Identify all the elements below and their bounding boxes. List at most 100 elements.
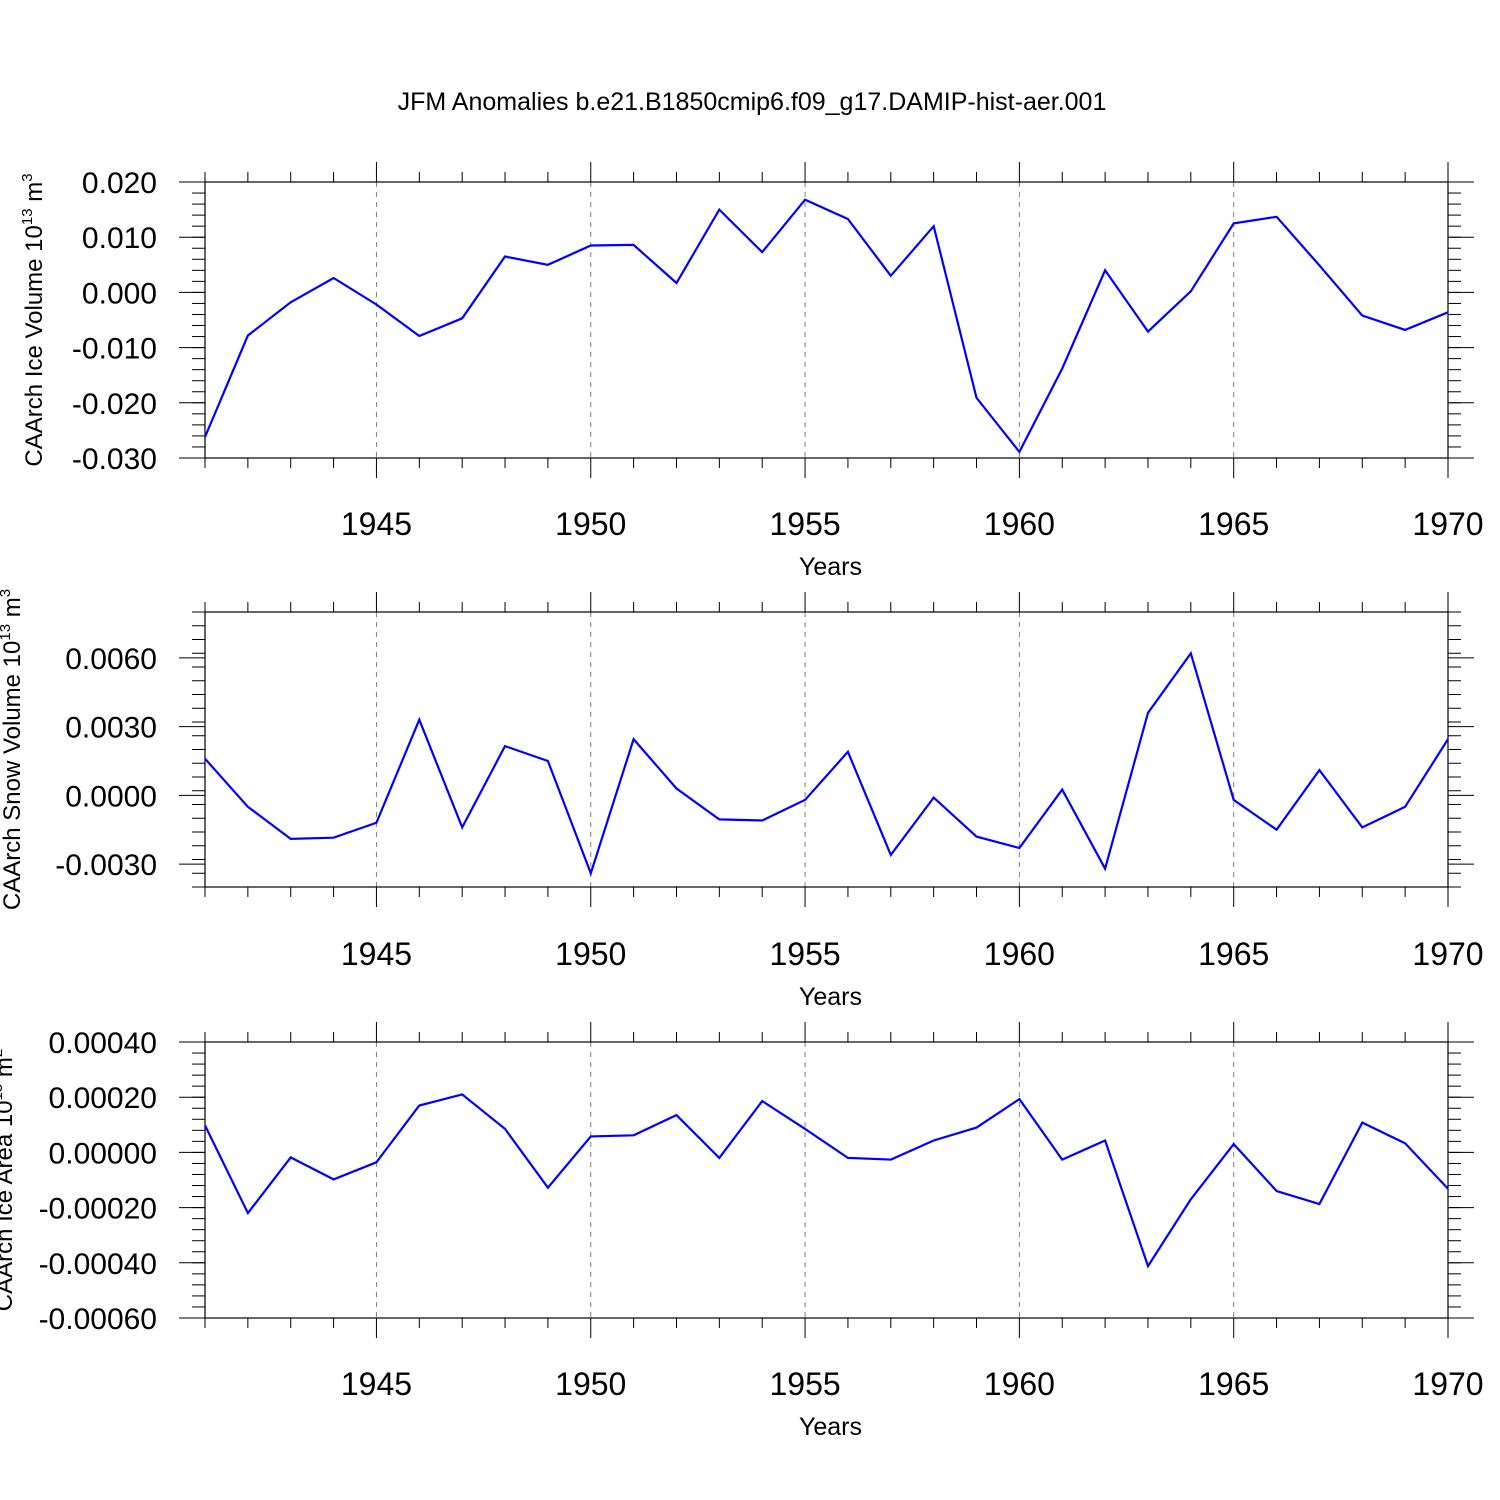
data-point-1942 [247, 1212, 249, 1214]
plot-frame [204, 611, 1449, 888]
data-point-1963 [1147, 331, 1149, 333]
data-point-1961 [1061, 368, 1063, 370]
data-point-1964 [1190, 290, 1192, 292]
data-point-1967 [1318, 769, 1320, 771]
chart-title: JFM Anomalies b.e21.B1850cmip6.f09_g17.D… [398, 88, 1107, 116]
data-point-1948 [504, 1128, 506, 1130]
data-point-1969 [1404, 329, 1406, 331]
data-point-1954 [761, 251, 763, 253]
x-tick-label: 1955 [769, 1366, 840, 1402]
data-point-1966 [1276, 216, 1278, 218]
data-point-1953 [718, 209, 720, 211]
data-point-1967 [1318, 1203, 1320, 1205]
y-tick-label: 0.000 [82, 277, 157, 310]
data-point-1967 [1318, 264, 1320, 266]
data-point-1969 [1404, 1142, 1406, 1144]
data-point-1949 [547, 264, 549, 266]
data-point-1945 [375, 304, 377, 306]
data-point-1942 [247, 334, 249, 336]
data-point-1965 [1233, 222, 1235, 224]
data-point-1968 [1361, 1122, 1363, 1124]
data-point-1944 [333, 837, 335, 839]
x-tick-label: 1970 [1412, 1366, 1483, 1402]
x-tick-label: 1955 [769, 936, 840, 972]
data-point-1970 [1447, 738, 1449, 740]
y-axis-title: CAArch Ice Area 1013 m2 [0, 1049, 18, 1311]
data-point-1948 [504, 256, 506, 258]
x-tick-label: 1965 [1198, 1366, 1269, 1402]
y-axis-title-part: 13 [0, 624, 14, 641]
data-point-1949 [547, 1187, 549, 1189]
data-point-1969 [1404, 806, 1406, 808]
data-point-1945 [375, 1161, 377, 1163]
data-point-1966 [1276, 1190, 1278, 1192]
data-point-1952 [675, 787, 677, 789]
data-point-1955 [804, 1128, 806, 1130]
x-axis-title: Years [799, 553, 862, 581]
data-point-1960 [1018, 451, 1020, 453]
y-axis-title-part: CAArch Ice Area 10 [0, 1100, 18, 1311]
y-tick-label: 0.0030 [65, 712, 157, 745]
data-point-1966 [1276, 829, 1278, 831]
data-point-1953 [718, 1157, 720, 1159]
data-point-1950 [590, 244, 592, 246]
y-axis-title-part: 3 [0, 589, 14, 597]
data-point-1951 [633, 738, 635, 740]
data-point-1965 [1233, 799, 1235, 801]
data-point-1955 [804, 799, 806, 801]
y-tick-label: -0.010 [72, 333, 157, 366]
data-point-1941 [204, 1124, 206, 1126]
y-tick-label: 0.0060 [65, 643, 157, 676]
x-tick-label: 1970 [1412, 506, 1483, 542]
data-point-1950 [590, 1135, 592, 1137]
data-point-1949 [547, 760, 549, 762]
data-point-1963 [1147, 1265, 1149, 1267]
x-tick-label: 1960 [984, 936, 1055, 972]
data-point-1947 [461, 826, 463, 828]
data-point-1962 [1104, 269, 1106, 271]
data-point-1941 [204, 436, 206, 438]
data-point-1952 [675, 282, 677, 284]
series-line [204, 650, 1449, 877]
y-axis-title-part: 13 [0, 1084, 6, 1101]
data-point-1943 [290, 1156, 292, 1158]
y-axis-title-part: m [21, 182, 48, 209]
data-point-1970 [1447, 311, 1449, 313]
data-point-1960 [1018, 847, 1020, 849]
data-point-1964 [1190, 1198, 1192, 1200]
data-point-1965 [1233, 1143, 1235, 1145]
y-axis-title-part: m [0, 597, 26, 624]
data-point-1945 [375, 822, 377, 824]
y-tick-label: -0.00060 [39, 1303, 157, 1336]
data-point-1944 [333, 1178, 335, 1180]
x-tick-label: 1950 [555, 1366, 626, 1402]
data-point-1943 [290, 838, 292, 840]
data-point-1946 [418, 335, 420, 337]
data-point-1955 [804, 199, 806, 201]
data-point-1961 [1061, 789, 1063, 791]
data-point-1946 [418, 1104, 420, 1106]
data-point-1961 [1061, 1159, 1063, 1161]
x-axis-title: Years [799, 1413, 862, 1441]
data-point-1944 [333, 277, 335, 279]
y-tick-label: -0.00020 [39, 1193, 157, 1226]
x-axis-title: Years [799, 983, 862, 1011]
y-tick-label: 0.010 [82, 222, 157, 255]
plot-frame [204, 181, 1449, 459]
data-point-1958 [933, 225, 935, 227]
data-point-1948 [504, 745, 506, 747]
data-point-1962 [1104, 868, 1106, 870]
x-tick-label: 1965 [1198, 936, 1269, 972]
data-point-1942 [247, 806, 249, 808]
data-point-1957 [890, 275, 892, 277]
y-axis-title-part: 13 [19, 208, 36, 225]
data-point-1956 [847, 751, 849, 753]
data-point-1958 [933, 797, 935, 799]
data-point-1951 [633, 244, 635, 246]
data-point-1943 [290, 301, 292, 303]
y-tick-label: 0.0000 [65, 780, 157, 813]
data-point-1968 [1361, 826, 1363, 828]
data-point-1963 [1147, 712, 1149, 714]
data-point-1952 [675, 1114, 677, 1116]
